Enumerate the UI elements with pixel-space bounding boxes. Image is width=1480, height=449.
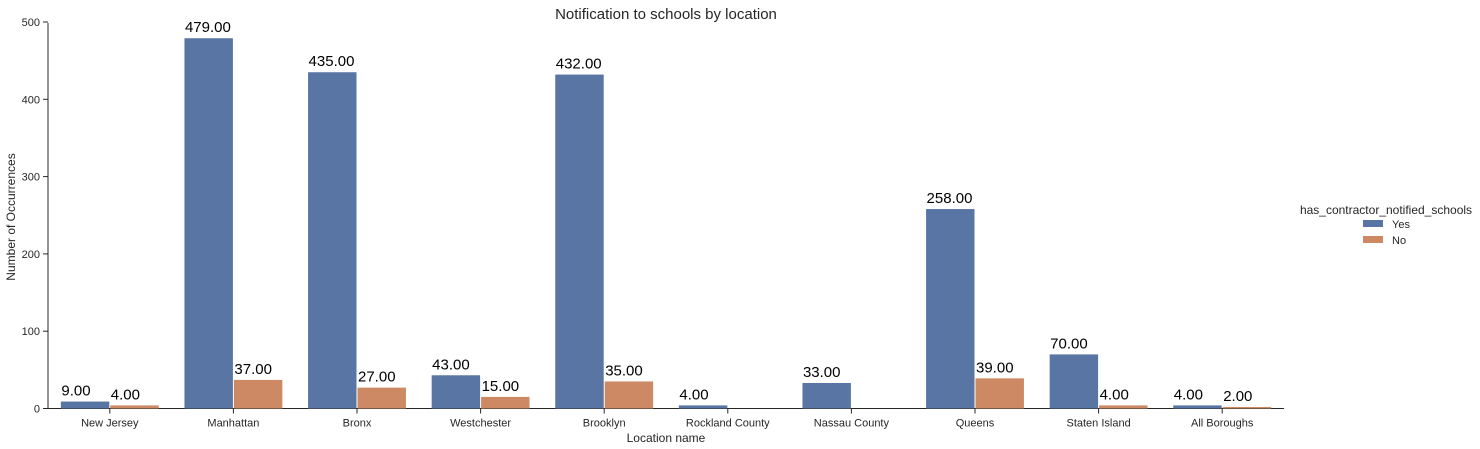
y-tick-label: 100 <box>22 326 40 338</box>
bar-data-label: 4.00 <box>679 386 708 403</box>
bar-data-label: 4.00 <box>1100 386 1129 403</box>
bar-no <box>1099 405 1148 409</box>
plot-area: 0 100 200 300 400 500 New Jersey 9.00 4.00 Manhat… <box>22 17 1284 430</box>
legend-title: has_contractor_notified_schools <box>1300 203 1472 217</box>
bar-yes <box>184 38 233 409</box>
bar-data-label: 27.00 <box>358 369 396 386</box>
bar-no <box>357 387 406 409</box>
legend-swatch-yes <box>1363 220 1383 227</box>
bar-no <box>1222 406 1272 409</box>
bar-no <box>604 381 654 409</box>
bar-yes <box>926 209 975 409</box>
bar-data-label: 435.00 <box>309 53 355 70</box>
x-tick-label: Bronx <box>343 418 372 430</box>
x-tick-label: Staten Island <box>1066 418 1130 430</box>
y-tick-label: 0 <box>34 404 40 416</box>
chart-title: Notification to schools by location <box>555 6 777 23</box>
bar-data-label: 479.00 <box>185 19 231 36</box>
legend: has_contractor_notified_schools Yes No <box>1300 203 1472 247</box>
x-tick-label: Brooklyn <box>583 418 626 430</box>
x-tick-label: Nassau County <box>814 418 890 430</box>
bar-data-label: 432.00 <box>556 56 602 73</box>
bar-data-label: 37.00 <box>234 361 272 378</box>
bar-data-label: 70.00 <box>1050 335 1088 352</box>
y-tick-label: 300 <box>22 172 40 184</box>
y-tick-label: 200 <box>22 249 40 261</box>
x-tick-label: Rockland County <box>686 418 770 430</box>
x-tick-label: New Jersey <box>81 418 139 430</box>
bar-no <box>233 379 283 409</box>
y-axis-label: Number of Occurrences <box>4 153 18 280</box>
bar-data-label: 43.00 <box>432 356 470 373</box>
bar-yes <box>802 382 851 409</box>
bar-data-label: 2.00 <box>1223 388 1252 405</box>
bar-data-label: 35.00 <box>605 362 643 379</box>
x-axis-label: Location name <box>627 431 706 445</box>
bar-yes <box>1049 354 1099 409</box>
legend-label-no: No <box>1392 235 1406 247</box>
bar-data-label: 258.00 <box>927 190 973 207</box>
bar-yes <box>308 72 357 409</box>
bar-no <box>110 405 159 409</box>
legend-swatch-no <box>1363 236 1383 243</box>
bar-data-label: 4.00 <box>1174 386 1203 403</box>
bar-no <box>975 378 1024 409</box>
bar-data-label: 9.00 <box>61 383 90 400</box>
x-tick-label: Manhattan <box>207 418 259 430</box>
bar-yes <box>1173 405 1222 409</box>
x-tick-label: Queens <box>956 418 995 430</box>
bar-data-label: 15.00 <box>482 378 520 395</box>
bar-no <box>481 396 530 409</box>
bar-yes <box>678 405 728 409</box>
bar-yes <box>555 74 604 409</box>
y-tick-label: 400 <box>22 94 40 106</box>
bar-data-label: 33.00 <box>803 364 841 381</box>
bar-yes <box>431 375 481 409</box>
bar-yes <box>60 401 110 409</box>
legend-label-yes: Yes <box>1392 219 1410 231</box>
x-tick-label: Westchester <box>450 418 511 430</box>
bar-data-label: 39.00 <box>976 359 1014 376</box>
x-tick-label: All Boroughs <box>1191 418 1254 430</box>
y-tick-label: 500 <box>22 17 40 29</box>
bar-data-label: 4.00 <box>111 386 140 403</box>
